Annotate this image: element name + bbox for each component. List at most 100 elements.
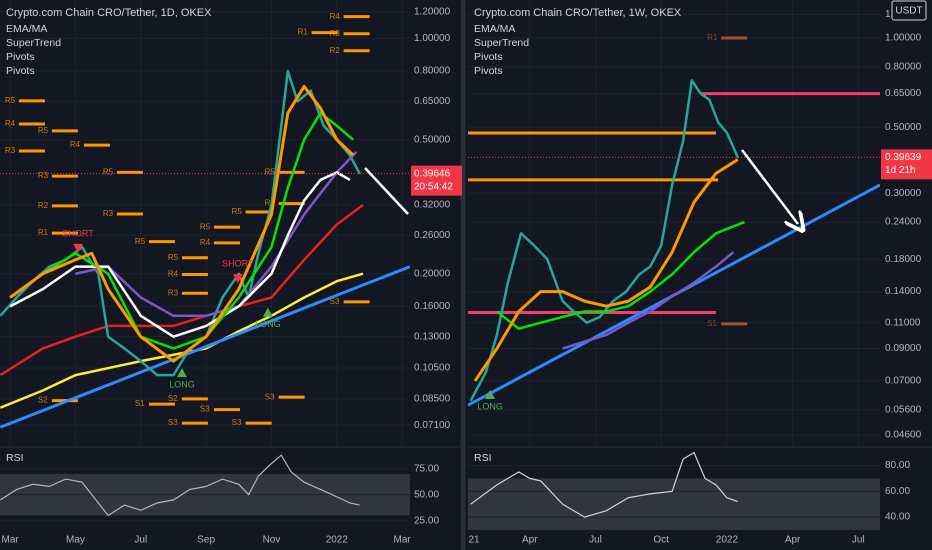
last-price-box — [881, 149, 932, 180]
rsi-line — [470, 451, 739, 518]
rsi-tick-label: 60.00 — [885, 486, 910, 497]
y-tick-label: 0.18000 — [885, 254, 922, 265]
y-tick-label: 0.65000 — [885, 88, 922, 99]
pivot-label: R3 — [38, 171, 49, 180]
rsi-title: RSI — [474, 452, 492, 464]
y-tick-label: 0.20000 — [414, 268, 451, 279]
pivot-label: S3 — [168, 418, 178, 427]
y-tick-label: 0.30000 — [885, 188, 922, 199]
pivot-label: R5 — [200, 222, 211, 231]
rsi-tick-label: 75.00 — [414, 463, 439, 474]
pivot-label: R2 — [330, 46, 341, 55]
pivot-label: R3 — [168, 288, 179, 297]
rsi-tick-label: 25.00 — [414, 515, 439, 526]
last-price-label: 0.39639 — [885, 152, 922, 163]
x-tick-label: Nov — [263, 535, 281, 546]
y-tick-label: 0.13000 — [414, 331, 451, 342]
legend-entry: Pivots — [6, 65, 35, 77]
rsi-line — [0, 454, 360, 517]
x-tick-label: Mar — [394, 535, 412, 546]
legend-entry: EMA/MA — [474, 23, 515, 35]
legend-entry: Pivots — [6, 51, 35, 63]
pivot-label: R2 — [38, 201, 49, 210]
pivot-label: R4 — [70, 140, 81, 149]
pivot-label: R3 — [5, 146, 16, 155]
rsi-tick-label: 80.00 — [885, 460, 910, 471]
y-tick-label: 0.14000 — [885, 286, 922, 297]
pivot-label: S2 — [168, 394, 178, 403]
y-tick-label: 0.04600 — [885, 430, 922, 441]
pivot-label: R1 — [707, 33, 718, 42]
currency-label: USDT — [895, 6, 922, 17]
x-tick-label: Sep — [197, 535, 215, 546]
y-tick-label: 0.10500 — [414, 363, 451, 374]
y-tick-label: 0.80000 — [414, 66, 451, 77]
x-tick-label: May — [66, 535, 85, 546]
y-tick-label: 0.26000 — [414, 230, 451, 241]
countdown-label: 1d 21h — [885, 165, 916, 176]
rsi-tick-label: 40.00 — [885, 512, 910, 523]
series-line — [0, 203, 364, 377]
pivot-label: R3 — [265, 199, 276, 208]
series-line — [0, 265, 410, 429]
x-tick-label: 2022 — [326, 535, 349, 546]
x-tick-label: Apr — [522, 535, 538, 546]
x-tick-label: Jul — [589, 535, 602, 546]
rsi-pane — [0, 454, 410, 522]
signal-label: SHORT — [62, 228, 94, 238]
x-tick-label: Apr — [785, 535, 801, 546]
legend-entry: Pivots — [474, 51, 503, 63]
rsi-pane — [468, 451, 880, 530]
price-axis: 1.20000 1.00000 0.80000 0.65000 0.50000 0.320… — [414, 6, 451, 430]
legend-entry: Pivots — [474, 65, 503, 77]
pivot-label: R5 — [38, 126, 49, 135]
chart-panel: R5 R4 R3 R5 R4 R3 R5 R3 R2 R1 R5 R5 R4 R5 R5 R4 R3 R3 R5 S2… — [0, 0, 410, 445]
pivot-label: R4 — [168, 270, 179, 279]
y-tick-label: 0.50000 — [414, 134, 451, 145]
signal-marker — [176, 368, 187, 378]
signal-marker — [262, 307, 273, 317]
drawing-arrow — [364, 167, 409, 215]
y-tick-label: 0.50000 — [885, 122, 922, 133]
signal-label: LONG — [255, 319, 281, 329]
pivot-label: S3 — [265, 392, 275, 401]
chart-panel: R1 S1 LONG — [468, 0, 880, 445]
countdown-label: 20:54:42 — [414, 181, 453, 192]
y-tick-label: 0.11000 — [885, 317, 921, 328]
pivot-label: R4 — [330, 12, 341, 21]
x-tick-label: Jul — [852, 535, 865, 546]
pivot-label: R5 — [265, 167, 276, 176]
pivot-label: R5 — [232, 207, 243, 216]
rsi-tick-label: 50.00 — [414, 489, 439, 500]
series-line — [469, 79, 739, 402]
last-price-box — [411, 165, 462, 196]
series-line — [562, 251, 735, 350]
pivot-label: R4 — [200, 238, 211, 247]
legend-entry: EMA/MA — [6, 23, 47, 35]
pivot-label: R4 — [5, 119, 16, 128]
y-tick-label: 0.07000 — [885, 376, 922, 387]
last-price-label: 0.39646 — [414, 168, 451, 179]
pivot-label: S1 — [135, 399, 145, 408]
legend-entry: SuperTrend — [6, 37, 61, 49]
pivot-label: R5 — [103, 167, 114, 176]
pivot-label: R5 — [135, 237, 146, 246]
y-tick-label: 0.65000 — [414, 96, 451, 107]
y-tick-label: 0.09000 — [885, 343, 922, 354]
series-line — [496, 220, 745, 330]
y-tick-label: 1.00000 — [414, 33, 451, 44]
series-line — [473, 158, 739, 382]
pivot-label: R1 — [298, 28, 309, 37]
currency-box — [891, 0, 927, 21]
y-tick-label: 0.08500 — [414, 394, 451, 405]
pivot-label: S3 — [200, 405, 210, 414]
y-tick-label: 1.20000 — [414, 6, 451, 17]
pivot-label: R3 — [103, 209, 114, 218]
chart-title: Crypto.com Chain CRO/Tether, 1W, OKEX — [474, 7, 682, 19]
y-tick-label: 0.07100 — [414, 420, 451, 431]
pivot-label: R5 — [5, 96, 16, 105]
signal-marker — [232, 274, 243, 284]
